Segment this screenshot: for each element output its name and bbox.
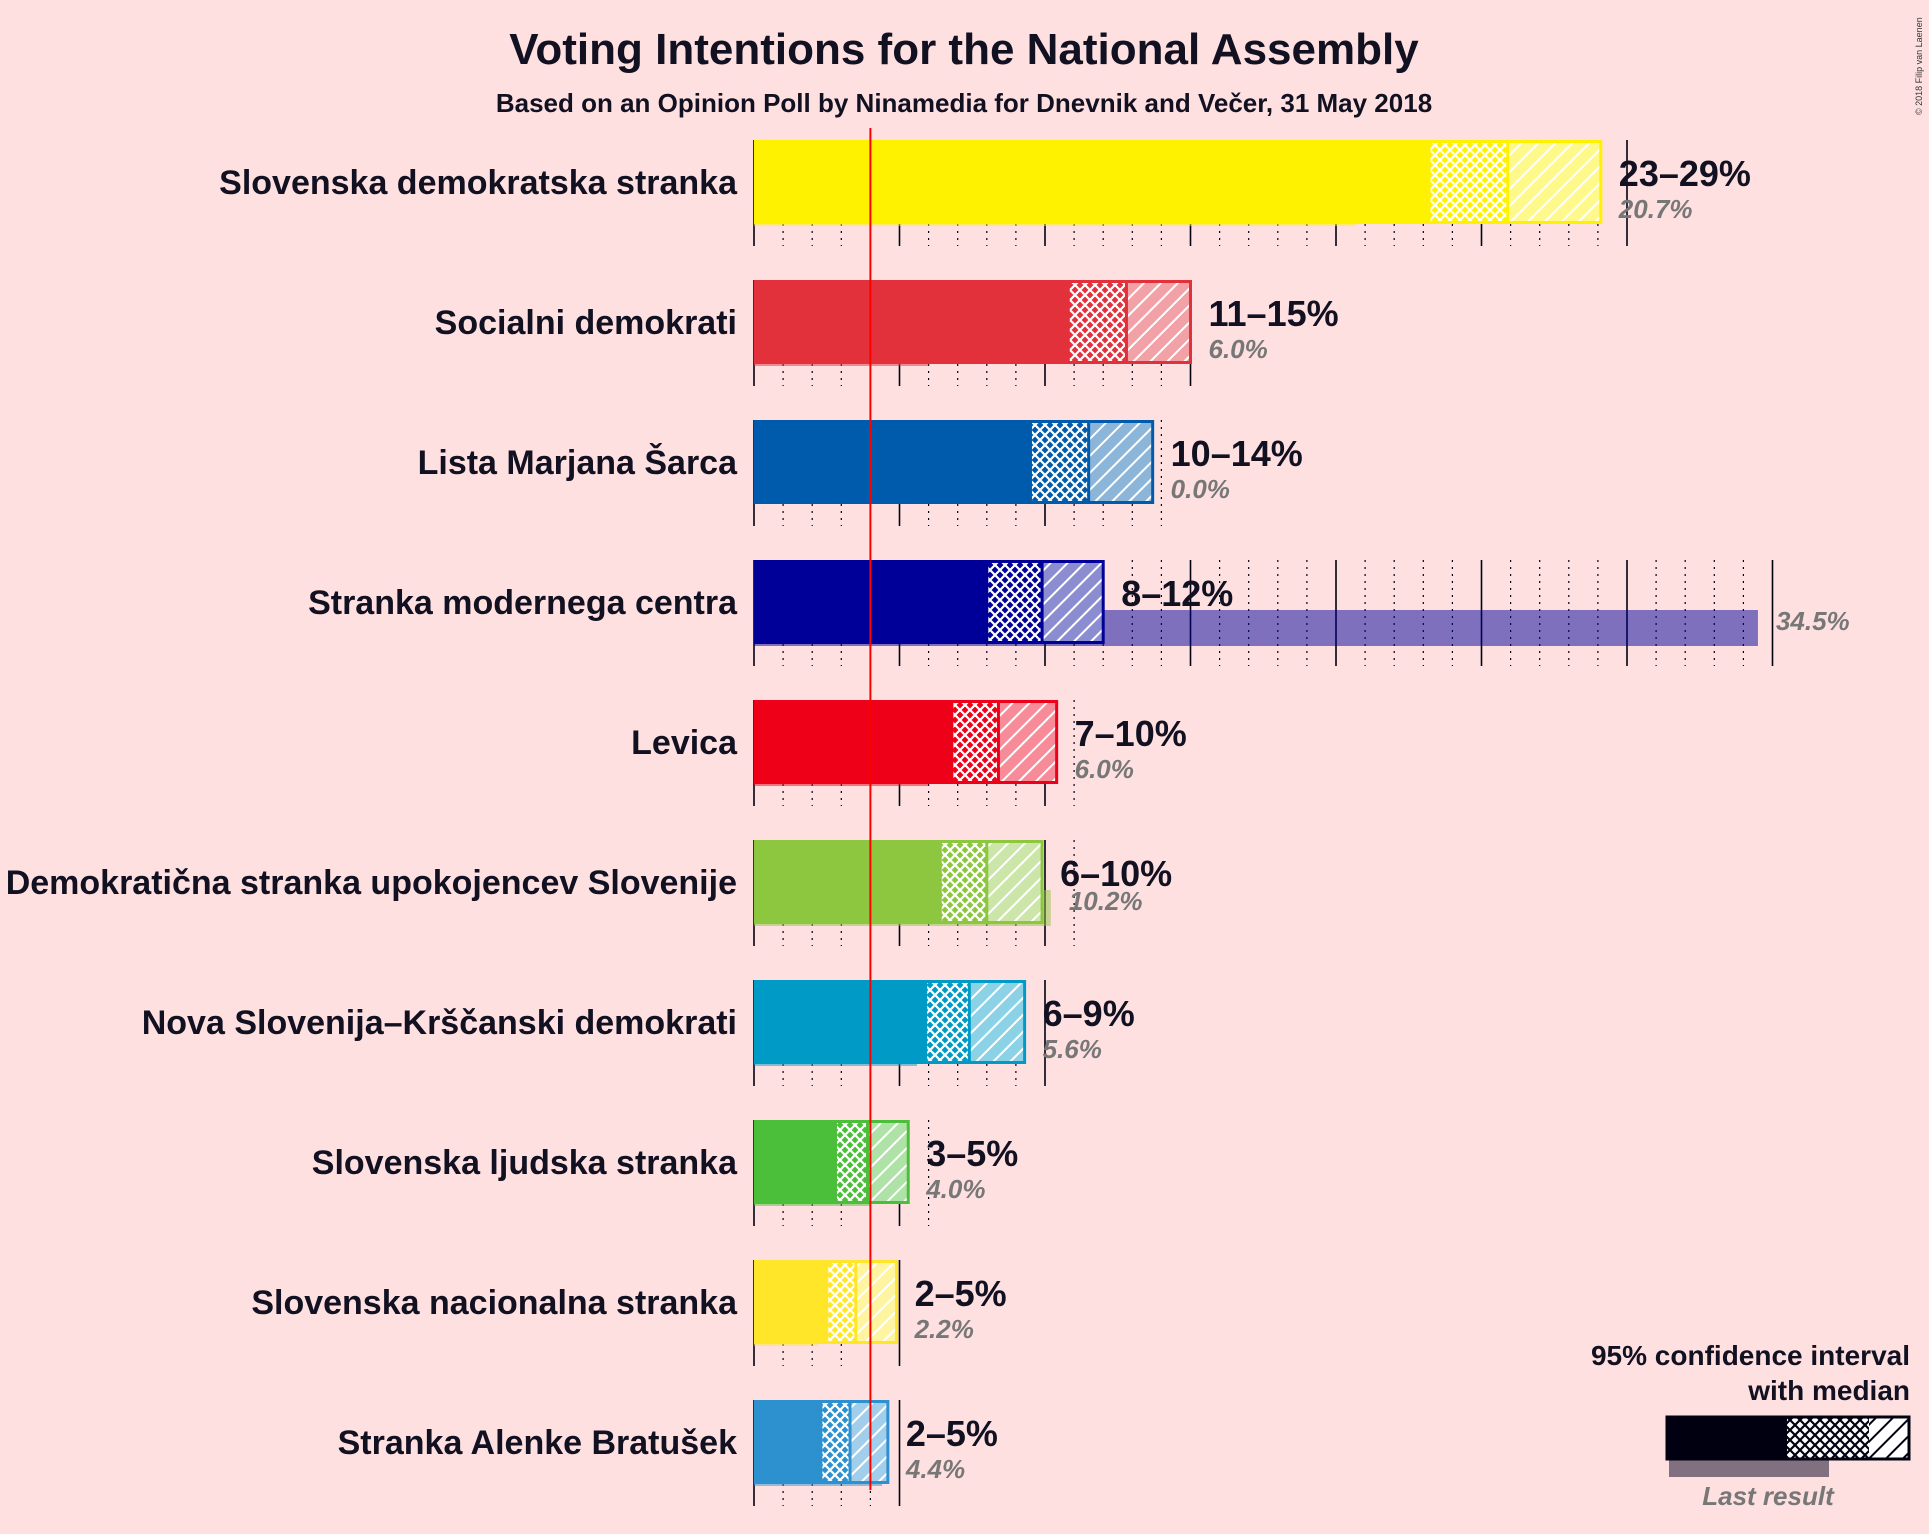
ci-outline [950, 700, 1059, 784]
range-label: 10–14% [1171, 433, 1303, 474]
last-result-label: 34.5% [1776, 606, 1850, 636]
party-label: Stranka modernega centra [308, 584, 738, 622]
ci-hatch-overlay [998, 700, 1057, 784]
ci-outline [833, 1120, 910, 1204]
party-label: Slovenska ljudska stranka [312, 1144, 738, 1182]
bar-row-1: Socialni demokrati 11–15%6.0% [435, 280, 1339, 386]
range-label: 6–10% [1060, 853, 1172, 894]
legend-cross-bar [1787, 1417, 1869, 1459]
range-label: 23–29% [1619, 153, 1751, 194]
party-label: Nova Slovenija–Krščanski demokrati [142, 1004, 737, 1042]
ci-outline [1066, 280, 1193, 364]
party-label: Demokratična stranka upokojencev Sloveni… [6, 864, 737, 902]
last-result-label: 2.2% [914, 1314, 974, 1344]
ci-outline [1028, 420, 1155, 504]
chart-subtitle: Based on an Opinion Poll by Ninamedia fo… [496, 88, 1432, 118]
ci-lower-bar [754, 840, 941, 924]
ci-hatch-overlay [1042, 560, 1104, 644]
ci-cross-overlay [826, 1260, 856, 1344]
ci-cross-overlay [1068, 280, 1127, 364]
bar-rows: Slovenska demokratska stranka 23–29%20.7%… [6, 140, 1850, 1506]
ci-cross-overlay [951, 700, 999, 784]
ci-outline [1427, 140, 1603, 224]
ci-lower-bar [754, 700, 952, 784]
bar-row-6: Nova Slovenija–Krščanski demokrati 6–9%5.… [142, 980, 1135, 1086]
legend-line1: 95% confidence interval [1591, 1340, 1910, 1371]
bar-row-5: Demokratična stranka upokojencev Sloveni… [6, 840, 1172, 946]
party-label: Slovenska nacionalna stranka [251, 1284, 738, 1322]
legend-outline [1665, 1415, 1911, 1461]
range-label: 2–5% [906, 1413, 998, 1454]
ci-cross-overlay [986, 560, 1043, 644]
party-label: Socialni demokrati [435, 304, 737, 342]
last-result-label: 4.0% [925, 1174, 985, 1204]
ci-hatch-overlay [969, 980, 1025, 1064]
ci-hatch-overlay [850, 1400, 888, 1484]
range-label: 7–10% [1075, 713, 1187, 754]
ci-cross-overlay [835, 1120, 868, 1204]
ci-lower-bar [754, 1400, 821, 1484]
bar-row-2: Lista Marjana Šarca 10–14%0.0% [418, 420, 1303, 526]
ci-hatch-overlay [1088, 420, 1153, 504]
range-label: 8–12% [1121, 573, 1233, 614]
bar-row-8: Slovenska nacionalna stranka 2–5%2.2% [251, 1260, 1007, 1366]
party-label: Slovenska demokratska stranka [219, 164, 738, 202]
ci-outline [985, 560, 1105, 644]
last-result-label: 10.2% [1069, 886, 1143, 916]
ci-cross-overlay [925, 980, 970, 1064]
ci-lower-bar [754, 1120, 836, 1204]
ci-cross-overlay [940, 840, 987, 924]
ci-lower-bar [754, 280, 1069, 364]
ci-outline [924, 980, 1027, 1064]
range-label: 3–5% [926, 1133, 1018, 1174]
last-result-label: 5.6% [1043, 1034, 1102, 1064]
legend-hatch-overlay [1869, 1417, 1909, 1459]
last-result-label: 20.7% [1618, 194, 1693, 224]
range-label: 6–9% [1043, 993, 1135, 1034]
bar-row-7: Slovenska ljudska stranka 3–5%4.0% [312, 1120, 1018, 1226]
party-label: Lista Marjana Šarca [418, 443, 738, 482]
ci-hatch-overlay [867, 1120, 909, 1204]
legend-solid-bar [1667, 1417, 1787, 1459]
ci-hatch-overlay [1126, 280, 1191, 364]
last-result-label: 6.0% [1075, 754, 1134, 784]
bar-row-3: Stranka modernega centra 8–12% 34.5% [308, 560, 1850, 666]
last-result-label: 4.4% [905, 1454, 965, 1484]
range-label: 2–5% [915, 1273, 1007, 1314]
ci-lower-bar [754, 980, 926, 1064]
ci-cross-overlay [1429, 140, 1508, 224]
ci-hatch-overlay [986, 840, 1043, 924]
bar-row-9: Stranka Alenke Bratušek 2–5%4.4% [338, 1400, 998, 1506]
ci-lower-bar [754, 1260, 827, 1344]
ci-lower-bar [754, 420, 1031, 504]
legend-last-text: Last result [1702, 1481, 1835, 1511]
party-label: Stranka Alenke Bratušek [338, 1424, 737, 1462]
ci-outline [825, 1260, 899, 1344]
copyright: © 2018 Filip van Laenen [1914, 17, 1924, 115]
bar-row-0: Slovenska demokratska stranka 23–29%20.7% [219, 140, 1751, 246]
ci-cross-overlay [1030, 420, 1089, 504]
ci-hatch-overlay [855, 1260, 897, 1344]
chart-title: Voting Intentions for the National Assem… [509, 25, 1419, 74]
ci-outline [938, 840, 1044, 924]
ci-cross-overlay [820, 1400, 851, 1484]
legend: 95% confidence interval with median Last… [1591, 1340, 1911, 1511]
ci-outline [819, 1400, 890, 1484]
bar-row-4: Levica 7–10%6.0% [631, 700, 1187, 806]
party-label: Levica [631, 724, 738, 762]
ci-hatch-overlay [1507, 140, 1601, 224]
last-result-label: 6.0% [1209, 334, 1268, 364]
legend-line2: with median [1747, 1375, 1910, 1406]
range-label: 11–15% [1209, 293, 1339, 334]
last-result-label: 0.0% [1171, 474, 1230, 504]
ci-lower-bar [754, 140, 1430, 224]
